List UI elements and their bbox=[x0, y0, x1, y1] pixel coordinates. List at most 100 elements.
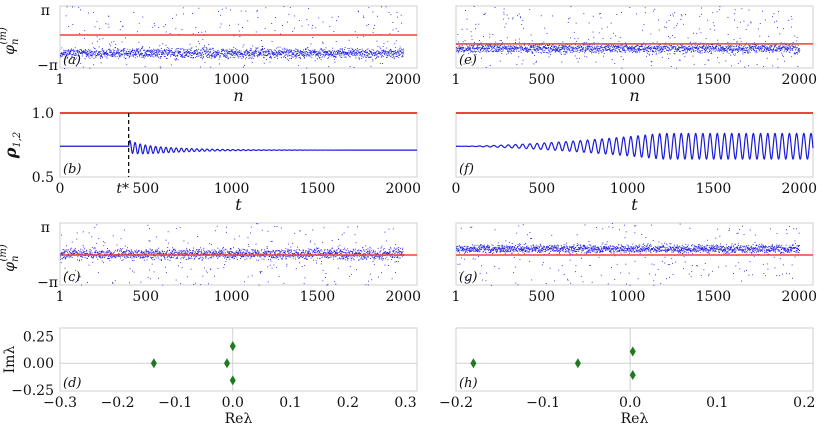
phase-point bbox=[66, 6, 68, 8]
phase-point bbox=[669, 53, 671, 55]
phase-point bbox=[765, 48, 767, 50]
phase-point bbox=[72, 251, 74, 252]
phase-point bbox=[284, 54, 286, 56]
phase-point bbox=[63, 251, 65, 253]
phase-point bbox=[97, 251, 99, 253]
phase-point bbox=[280, 33, 281, 35]
phase-point bbox=[136, 54, 138, 56]
phase-point bbox=[592, 49, 593, 51]
phase-point bbox=[630, 47, 632, 49]
phase-point bbox=[228, 51, 230, 52]
phase-point bbox=[198, 7, 200, 9]
phase-point bbox=[74, 248, 76, 250]
phase-point bbox=[310, 53, 312, 55]
phase-point bbox=[587, 47, 589, 49]
phase-point bbox=[194, 258, 195, 259]
phase-point bbox=[620, 47, 622, 49]
phase-point bbox=[277, 46, 279, 48]
phase-point bbox=[357, 50, 359, 52]
phase-point bbox=[490, 47, 492, 49]
phase-point bbox=[545, 45, 546, 46]
phase-point bbox=[789, 47, 791, 49]
phase-point bbox=[533, 46, 535, 48]
phase-point bbox=[317, 51, 319, 53]
phase-point bbox=[679, 47, 681, 49]
phase-point bbox=[695, 42, 697, 44]
phase-point bbox=[539, 47, 540, 49]
phase-point bbox=[114, 47, 116, 49]
phase-point bbox=[119, 54, 121, 56]
phase-point bbox=[85, 49, 87, 51]
phase-point bbox=[82, 51, 84, 53]
phase-point bbox=[657, 49, 659, 51]
phase-point bbox=[276, 52, 277, 54]
phase-point bbox=[375, 51, 377, 53]
phase-point bbox=[679, 59, 681, 61]
phase-point bbox=[344, 52, 346, 54]
phase-point bbox=[666, 21, 668, 23]
phase-point bbox=[108, 258, 110, 259]
phase-point bbox=[628, 50, 630, 52]
phase-point bbox=[170, 252, 172, 253]
phase-point bbox=[229, 51, 231, 53]
phase-point bbox=[161, 53, 163, 54]
phase-point bbox=[334, 50, 336, 52]
phase-point bbox=[627, 49, 629, 51]
phase-point bbox=[209, 55, 211, 56]
phase-point bbox=[102, 57, 103, 59]
phase-point bbox=[552, 50, 553, 51]
phase-point bbox=[79, 251, 81, 253]
phase-point bbox=[381, 50, 383, 51]
phase-point bbox=[776, 48, 778, 50]
phase-point bbox=[381, 52, 383, 54]
phase-point bbox=[315, 51, 317, 53]
phase-point bbox=[94, 226, 96, 228]
phase-point bbox=[146, 250, 147, 252]
phase-point bbox=[296, 55, 298, 57]
phase-point bbox=[158, 56, 159, 58]
phase-point bbox=[774, 21, 775, 23]
phase-point bbox=[524, 48, 526, 50]
phase-point bbox=[192, 33, 194, 35]
phase-point bbox=[537, 49, 538, 51]
phase-point bbox=[748, 65, 749, 67]
phase-point bbox=[599, 49, 601, 51]
phase-point bbox=[206, 250, 208, 252]
phase-point bbox=[180, 51, 182, 53]
phase-point bbox=[370, 50, 371, 52]
phase-point bbox=[204, 250, 205, 252]
phase-point bbox=[281, 51, 283, 52]
phase-point bbox=[797, 50, 799, 52]
phase-point bbox=[739, 44, 741, 46]
phase-point bbox=[351, 54, 353, 56]
phase-point bbox=[212, 48, 214, 50]
phase-point bbox=[251, 56, 253, 58]
phase-point bbox=[326, 54, 328, 55]
phase-point bbox=[621, 44, 623, 46]
phase-point bbox=[197, 53, 199, 55]
phase-point bbox=[505, 46, 506, 48]
phase-point bbox=[142, 256, 144, 258]
phase-point bbox=[289, 50, 291, 52]
phase-point bbox=[152, 51, 154, 53]
phase-point bbox=[507, 48, 509, 50]
phase-point bbox=[325, 47, 327, 49]
phase-point bbox=[178, 252, 179, 254]
phase-point bbox=[64, 257, 66, 259]
phase-point bbox=[91, 56, 93, 58]
phase-point bbox=[671, 45, 672, 46]
phase-point bbox=[105, 53, 106, 55]
phase-point bbox=[637, 49, 639, 51]
phase-point bbox=[199, 54, 201, 56]
phase-point bbox=[565, 45, 567, 47]
phase-point bbox=[201, 259, 203, 261]
phase-point bbox=[97, 54, 99, 55]
phase-point bbox=[551, 46, 552, 47]
phase-point bbox=[83, 50, 85, 52]
phase-point bbox=[78, 55, 80, 57]
phase-point bbox=[163, 26, 165, 28]
phase-point bbox=[196, 251, 198, 253]
phase-point bbox=[61, 52, 62, 54]
phase-point bbox=[79, 49, 81, 51]
phase-point bbox=[586, 46, 588, 48]
